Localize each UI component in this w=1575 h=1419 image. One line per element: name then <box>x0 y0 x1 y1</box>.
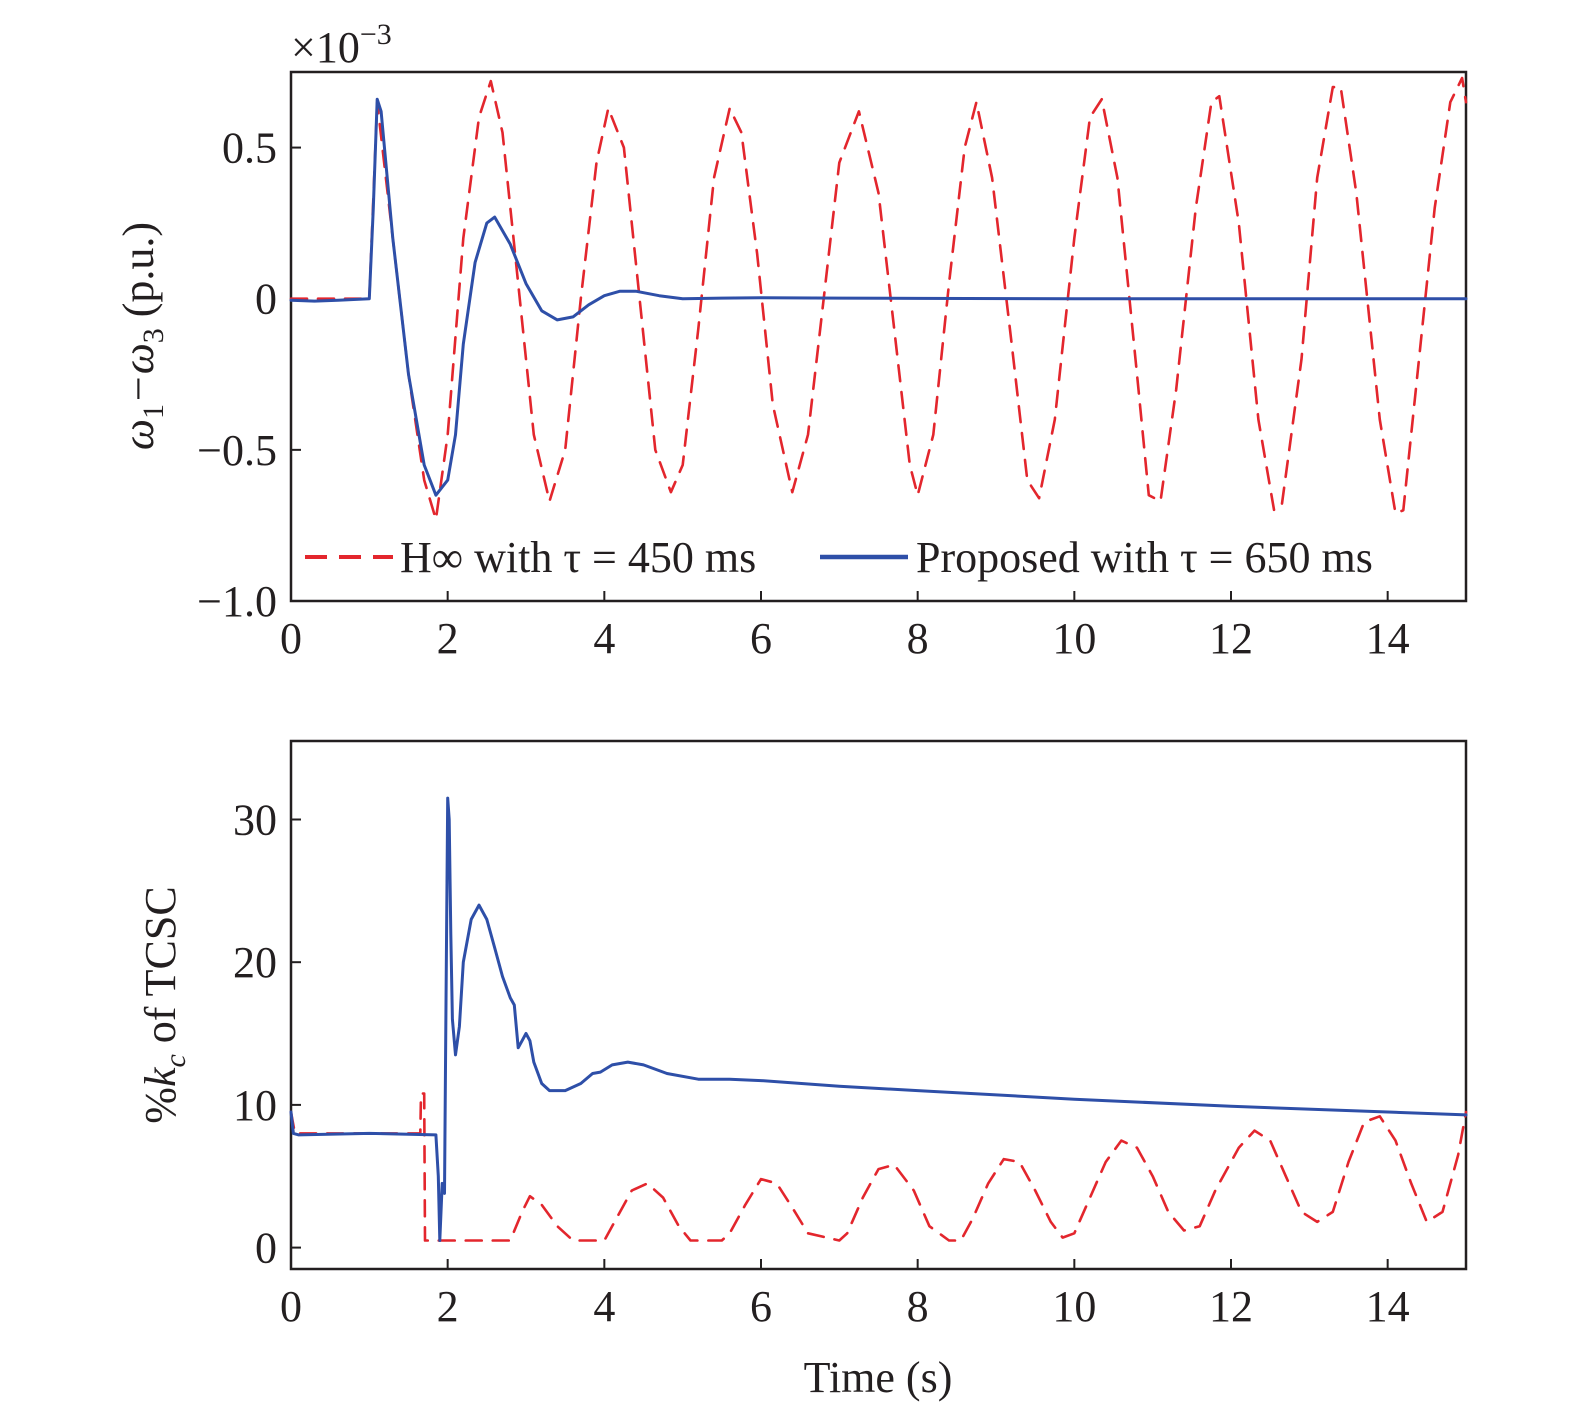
x-tick-label: 12 <box>1209 614 1253 663</box>
top-exponent-label: ×10−3 <box>291 18 392 72</box>
bottom-tick-marks <box>290 818 1389 1269</box>
bottom-y-tick-labels: 0 10 20 30 <box>233 795 277 1272</box>
x-tick-label: 2 <box>437 614 459 663</box>
legend-item-proposed: Proposed with τ = 650 ms <box>820 533 1373 582</box>
y-tick-label: 10 <box>233 1081 277 1130</box>
x-tick-label: 10 <box>1052 614 1096 663</box>
legend-item-hinf: H∞ with τ = 450 ms <box>305 533 756 582</box>
bottom-series <box>289 796 1468 1242</box>
bottom-x-axis-label: Time (s) <box>804 1353 953 1402</box>
x-tick-label: 8 <box>907 614 929 663</box>
y-tick-label: 0.5 <box>222 124 277 173</box>
x-tick-label: 2 <box>437 1282 459 1331</box>
series-line-hinf <box>289 76 1468 521</box>
y-tick-label: 0 <box>255 1224 277 1273</box>
bottom-plot-frame <box>289 739 1468 1271</box>
x-tick-label: 8 <box>907 1282 929 1331</box>
x-tick-label: 4 <box>593 1282 615 1331</box>
y-tick-label: −0.5 <box>197 426 277 475</box>
x-tick-label: 10 <box>1052 1282 1096 1331</box>
x-tick-label: 14 <box>1366 614 1410 663</box>
y-tick-label: 0 <box>255 275 277 324</box>
top-chart: 0 2 4 6 8 10 12 14 0.5 0 −0.5 −1.0 ×10−3 ω1−ω3 (p.… <box>114 18 1468 663</box>
x-tick-label: 6 <box>750 1282 772 1331</box>
x-tick-label: 0 <box>280 1282 302 1331</box>
top-series <box>289 76 1468 521</box>
x-tick-label: 12 <box>1209 1282 1253 1331</box>
bottom-x-tick-labels: 0 2 4 6 8 10 12 14 <box>280 1282 1410 1331</box>
top-y-tick-labels: 0.5 0 −0.5 −1.0 <box>197 124 277 626</box>
top-x-tick-labels: 0 2 4 6 8 10 12 14 <box>280 614 1410 663</box>
legend-label-hinf: H∞ with τ = 450 ms <box>400 533 756 582</box>
x-tick-label: 0 <box>280 614 302 663</box>
series-line-proposed <box>289 97 1468 497</box>
x-tick-label: 4 <box>593 614 615 663</box>
x-tick-label: 6 <box>750 614 772 663</box>
legend-label-proposed: Proposed with τ = 650 ms <box>916 533 1373 582</box>
top-plot-frame <box>289 70 1468 603</box>
series-line-proposed <box>289 796 1468 1242</box>
y-tick-label: −1.0 <box>197 577 277 626</box>
y-tick-label: 30 <box>233 795 277 844</box>
series-line-hinf <box>289 1092 1468 1242</box>
top-y-axis-label: ω1−ω3 (p.u.) <box>114 222 170 450</box>
bottom-y-axis-label: %kc of TCSC <box>136 886 192 1123</box>
x-tick-label: 14 <box>1366 1282 1410 1331</box>
legend: H∞ with τ = 450 ms Proposed with τ = 650… <box>305 533 1373 582</box>
bottom-chart: 0 2 4 6 8 10 12 14 0 10 20 30 %kc of TCSC Time (s) <box>136 739 1468 1402</box>
y-tick-label: 20 <box>233 938 277 987</box>
